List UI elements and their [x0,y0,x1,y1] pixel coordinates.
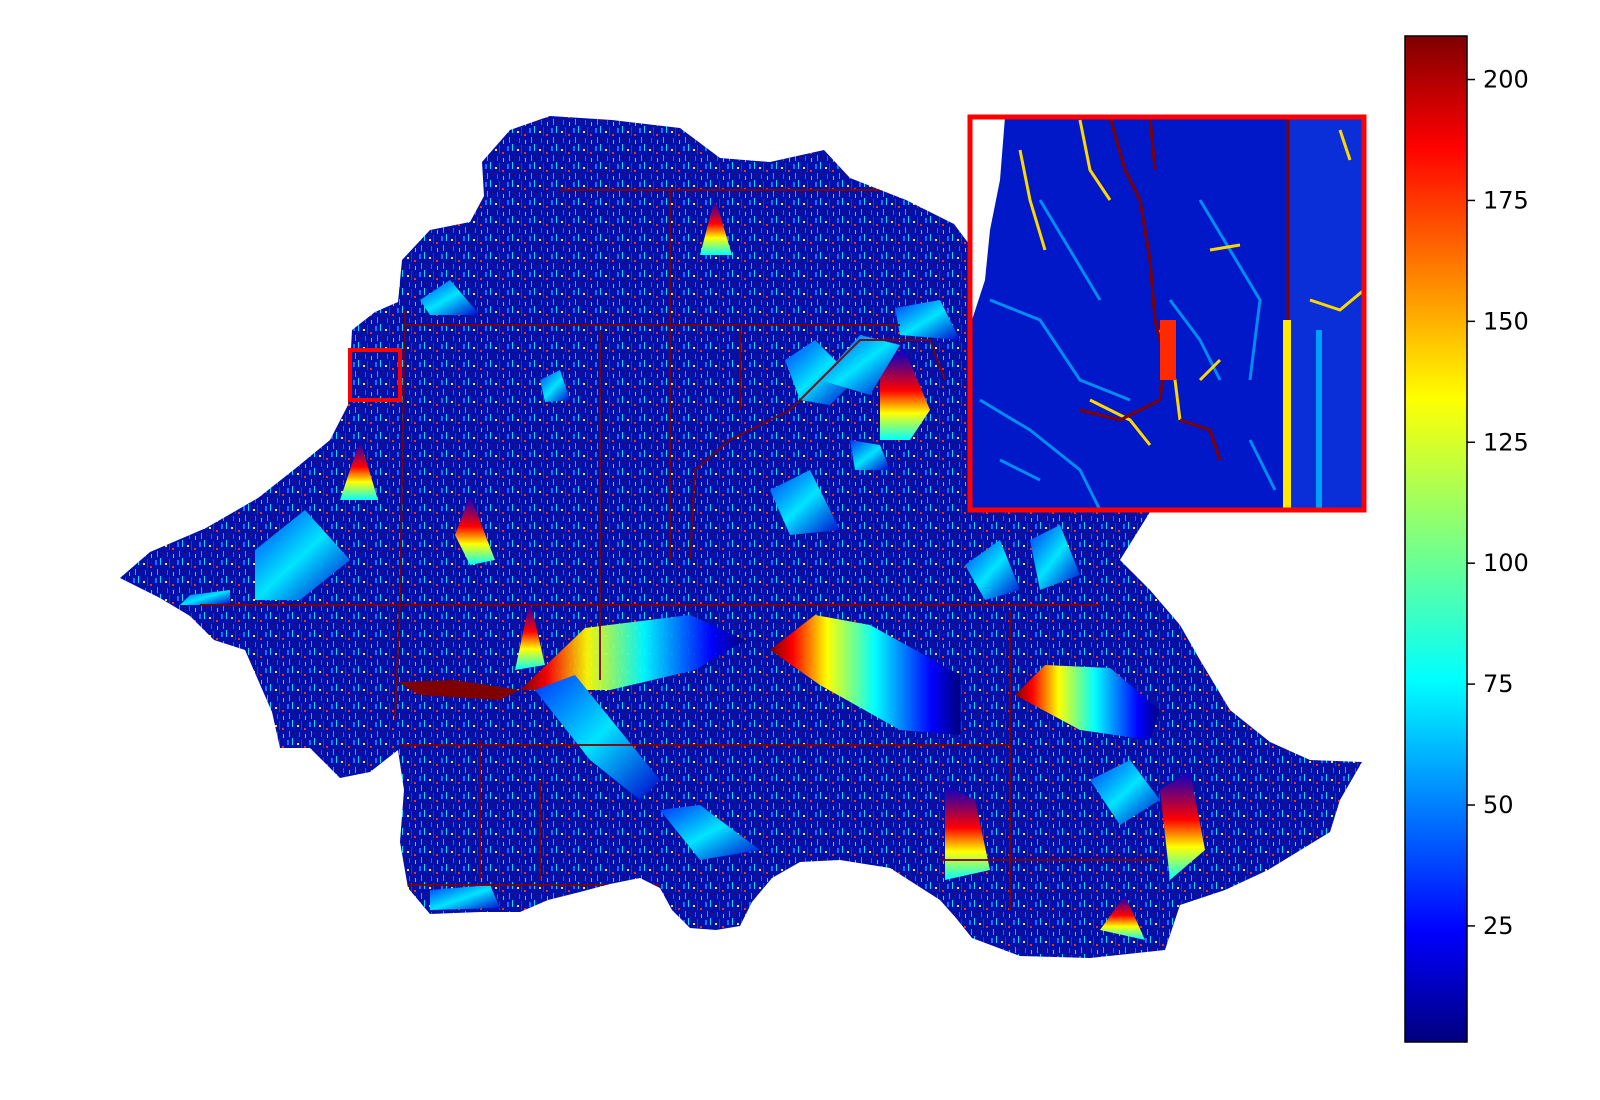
colorbar-tick-label: 150 [1483,307,1529,335]
colorbar-tick-label: 50 [1483,791,1514,819]
colorbar-tick-label: 125 [1483,428,1529,456]
colorbar-tick-label: 75 [1483,670,1514,698]
colorbar: 25 50 75 100 125 150 175 200 [1404,35,1529,1043]
colorbar-tick-label: 25 [1483,912,1514,940]
colorbar-tick-label: 100 [1483,549,1529,577]
colorbar-ticks: 25 50 75 100 125 150 175 200 [1467,66,1529,940]
inset-source-box [348,348,402,402]
colorbar-tick-label: 200 [1483,66,1529,94]
colorbar-tick-label: 175 [1483,186,1529,214]
inset-zoom-panel [967,114,1367,513]
